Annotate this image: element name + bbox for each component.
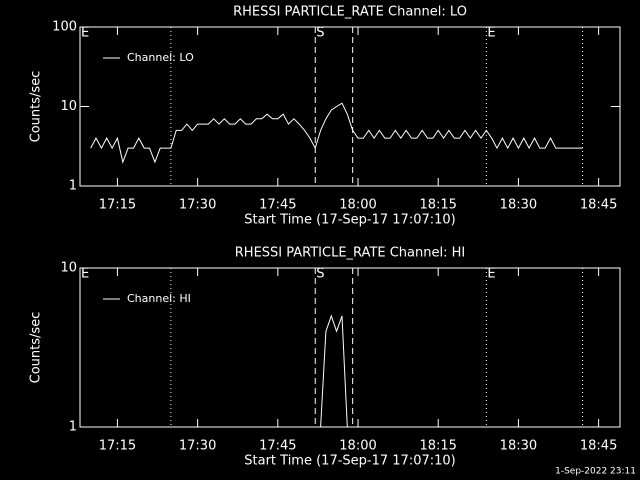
chart-title: RHESSI PARTICLE_RATE Channel: LO (233, 5, 467, 20)
y-tick-label: 10 (60, 99, 77, 114)
chart-title: RHESSI PARTICLE_RATE Channel: HI (235, 246, 465, 261)
event-flag: E (81, 26, 89, 41)
x-tick-label: 17:45 (259, 439, 296, 454)
event-flag: S (316, 267, 324, 282)
event-flag: S (316, 26, 324, 41)
y-axis-label: Counts/sec (29, 312, 44, 384)
data-line (90, 102, 583, 164)
x-tick-label: 17:15 (99, 198, 136, 213)
x-tick-label: 18:45 (580, 439, 617, 454)
legend-label: Channel: LO (127, 51, 194, 64)
x-tick-label: 18:30 (500, 439, 537, 454)
footer: 1-Sep-2022 23:11 (555, 467, 636, 477)
y-tick-label: 10 (60, 261, 77, 276)
x-tick-label: 18:15 (419, 439, 456, 454)
x-tick-label: 18:30 (500, 198, 537, 213)
x-tick-label: 17:15 (99, 439, 136, 454)
y-axis-label: Counts/sec (29, 71, 44, 143)
event-flag: E (487, 26, 495, 41)
legend-label: Channel: HI (127, 292, 191, 305)
y-tick-label: 1 (69, 420, 77, 435)
event-flag: E (81, 267, 89, 282)
x-tick-label: 18:45 (580, 198, 617, 213)
x-tick-label: 17:45 (259, 198, 296, 213)
x-tick-label: 17:30 (179, 198, 216, 213)
x-axis-label: Start Time (17-Sep-17 17:07:10) (244, 213, 455, 228)
x-axis-label: Start Time (17-Sep-17 17:07:10) (244, 454, 455, 469)
data-line (320, 314, 348, 427)
plot-frame (79, 267, 621, 428)
y-tick-label: 1 (69, 179, 77, 194)
x-tick-label: 18:00 (339, 439, 376, 454)
event-flag: E (487, 267, 495, 282)
x-tick-label: 18:00 (339, 198, 376, 213)
x-tick-label: 18:15 (419, 198, 456, 213)
y-tick-label: 100 (52, 20, 77, 35)
x-tick-label: 17:30 (179, 439, 216, 454)
